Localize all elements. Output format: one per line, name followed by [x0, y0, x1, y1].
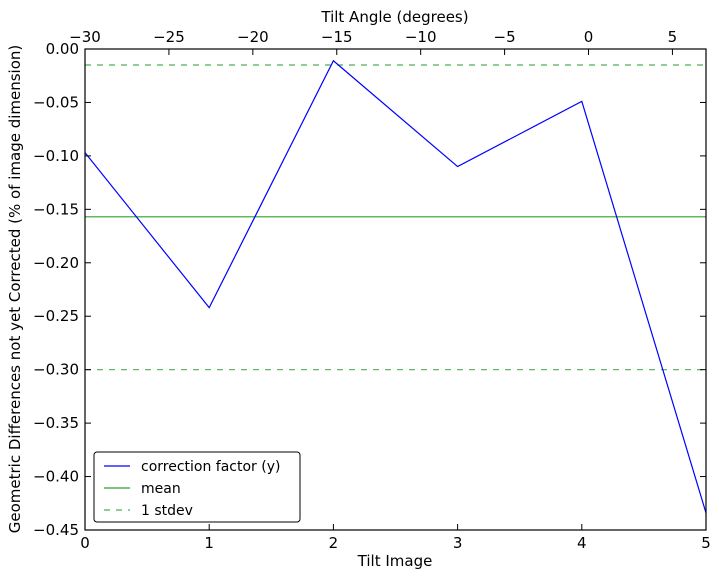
- top-tick-label: −15: [321, 28, 353, 46]
- top-tick-label: −10: [405, 28, 437, 46]
- top-tick-label: −30: [69, 28, 101, 46]
- y-tick-label: −0.40: [33, 468, 79, 486]
- top-tick-label: 0: [584, 28, 594, 46]
- legend-label: 1 stdev: [141, 503, 193, 519]
- y-tick-label: −0.35: [33, 414, 79, 432]
- y-tick-label: −0.10: [33, 147, 79, 165]
- x-axis-label: Tilt Image: [357, 552, 433, 570]
- top-tick-label: −20: [237, 28, 269, 46]
- y-tick-label: −0.05: [33, 93, 79, 111]
- y-tick-label: −0.30: [33, 361, 79, 379]
- legend: correction factor (y) mean 1 stdev: [94, 452, 300, 522]
- legend-label: correction factor (y): [141, 459, 280, 475]
- top-tick-label: −25: [153, 28, 185, 46]
- y-tick-label: −0.15: [33, 200, 79, 218]
- y-axis-label: Geometric Differences not yet Corrected …: [6, 45, 24, 534]
- x-tick-label: 1: [204, 534, 214, 552]
- top-tick-label: −5: [494, 28, 516, 46]
- top-tick-label: 5: [668, 28, 678, 46]
- x-tick-label: 0: [80, 534, 90, 552]
- legend-label: mean: [141, 481, 181, 497]
- x-tick-label: 4: [577, 534, 587, 552]
- x-tick-label: 3: [453, 534, 463, 552]
- x-tick-label: 2: [329, 534, 339, 552]
- y-tick-label: −0.20: [33, 254, 79, 272]
- y-tick-label: −0.25: [33, 307, 79, 325]
- y-tick-label: −0.45: [33, 521, 79, 539]
- x-tick-label: 5: [701, 534, 711, 552]
- top-axis-label: Tilt Angle (degrees): [320, 8, 468, 26]
- correction-factor-line: [85, 61, 706, 513]
